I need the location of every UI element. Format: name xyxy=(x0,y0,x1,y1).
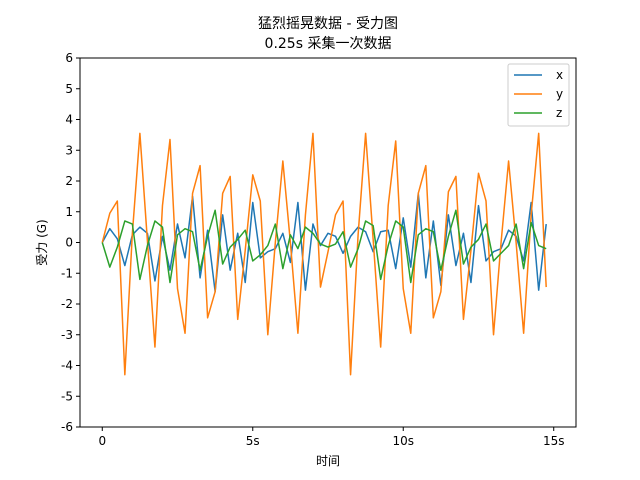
series-layer xyxy=(101,132,547,376)
series-line-z xyxy=(101,209,547,284)
y-tick-label: 1 xyxy=(65,205,73,219)
y-tick-label: 4 xyxy=(65,113,73,127)
x-axis: 0 5s 10s 15s xyxy=(98,427,564,448)
legend-label-x: x xyxy=(556,68,563,82)
x-axis-label: 时间 xyxy=(316,454,340,468)
x-tick-label: 5s xyxy=(246,434,260,448)
series-line-y xyxy=(101,132,547,376)
y-tick-label: -3 xyxy=(61,328,73,342)
y-tick-label: 5 xyxy=(65,82,73,96)
x-tick-label: 15s xyxy=(543,434,565,448)
legend-box xyxy=(507,63,570,127)
series-line-x xyxy=(101,192,547,293)
y-tick-label: -5 xyxy=(61,389,73,403)
chart-subtitle: 0.25s 采集一次数据 xyxy=(265,35,392,52)
y-tick-label: 3 xyxy=(65,143,73,157)
y-tick-label: -4 xyxy=(61,359,73,373)
y-tick-label: 6 xyxy=(65,51,73,65)
y-tick-label: -2 xyxy=(61,297,73,311)
y-tick-label: 0 xyxy=(65,236,73,250)
y-tick-label: -6 xyxy=(61,420,73,434)
x-tick-label: 10s xyxy=(392,434,414,448)
y-axis: -6 -5 -4 -3 -2 -1 0 1 2 3 4 5 6 xyxy=(61,51,80,434)
x-tick-label: 0 xyxy=(98,434,106,448)
y-tick-label: -1 xyxy=(61,266,73,280)
y-axis-label: 受力 (G) xyxy=(35,219,49,265)
chart-title: 猛烈摇晃数据 - 受力图 xyxy=(258,16,398,32)
legend-label-z: z xyxy=(556,106,562,120)
legend: xyz xyxy=(507,63,570,127)
legend-label-y: y xyxy=(556,87,563,101)
y-tick-label: 2 xyxy=(65,174,73,188)
